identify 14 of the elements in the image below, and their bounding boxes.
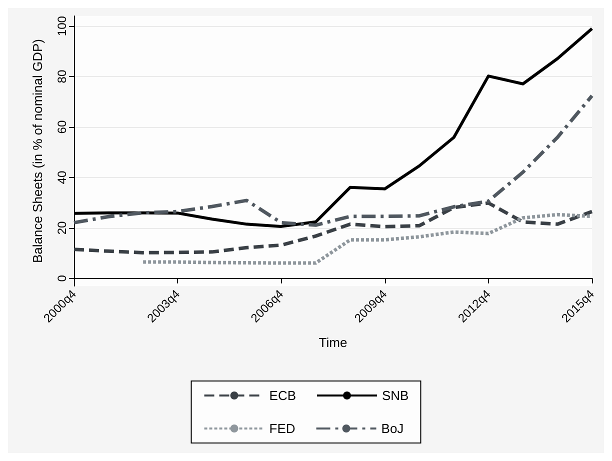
legend-label: FED [269,421,296,436]
x-axis-title: Time [318,335,348,350]
y-tick-label: 0 [55,274,69,282]
line-series [72,94,594,227]
y-tick-label: 20 [55,220,69,235]
legend-label: BoJ [381,421,404,436]
legend-label: SNB [382,388,409,403]
legend-label: ECB [269,388,296,403]
y-axis-title: Balance Sheets (in % of nominal GDP) [30,39,45,263]
y-tick-label: 100 [55,16,69,36]
line-series [72,201,594,254]
y-tick-label: 60 [55,120,69,134]
y-tick-label: 40 [55,170,69,184]
y-tick-label: 80 [55,70,69,84]
